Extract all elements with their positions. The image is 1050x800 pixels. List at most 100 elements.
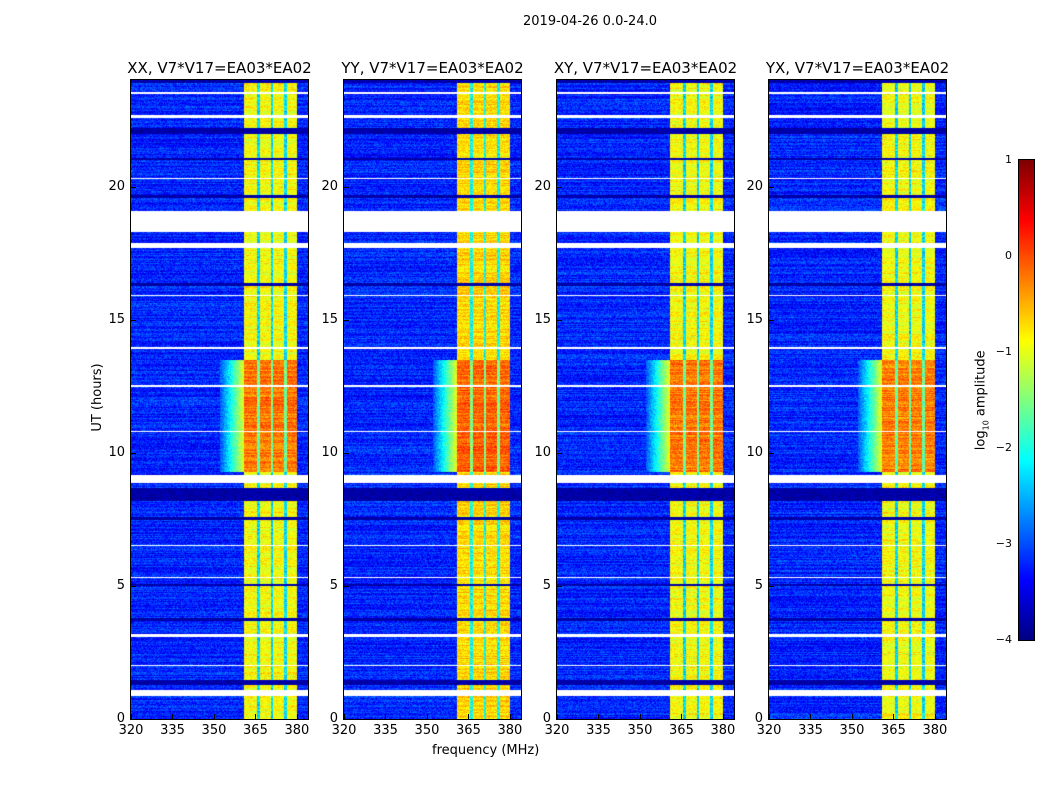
x-tick-mark xyxy=(213,714,215,719)
x-tick-mark xyxy=(131,714,132,719)
x-tick-label: 380 xyxy=(710,723,736,738)
colorbar-tick-label: −2 xyxy=(995,441,1012,454)
y-tick-label: 20 xyxy=(534,178,551,194)
panel-title: YX, V7*V17=EA03*EA02 xyxy=(765,59,950,77)
x-tick-mark xyxy=(681,714,683,719)
heatmap-panel-1 xyxy=(344,80,521,719)
x-tick-mark xyxy=(255,714,257,719)
y-tick-mark xyxy=(344,585,349,587)
heatmap-panel-3 xyxy=(769,80,946,719)
y-tick-mark xyxy=(557,452,562,454)
y-tick-label: 15 xyxy=(534,311,551,327)
x-tick-mark xyxy=(851,714,853,719)
y-tick-label: 0 xyxy=(754,711,763,726)
y-tick-label: 15 xyxy=(321,311,338,327)
x-tick-mark xyxy=(385,714,387,719)
x-tick-mark xyxy=(344,714,345,719)
figure-title: 2019-04-26 0.0-24.0 xyxy=(523,14,657,29)
y-tick-mark xyxy=(131,719,136,720)
x-tick-label: 380 xyxy=(284,723,310,738)
x-tick-label: 350 xyxy=(201,723,227,738)
y-axis-label: UT (hours) xyxy=(90,363,105,432)
y-tick-mark xyxy=(769,186,774,188)
y-tick-label: 5 xyxy=(116,577,125,593)
x-tick-mark xyxy=(893,714,895,719)
x-tick-label: 365 xyxy=(881,723,906,738)
x-tick-label: 320 xyxy=(544,723,570,738)
x-tick-mark xyxy=(557,714,558,719)
x-tick-mark xyxy=(426,714,428,719)
y-tick-mark xyxy=(131,452,136,454)
y-tick-mark xyxy=(557,585,562,587)
colorbar-frame xyxy=(1018,159,1035,641)
x-tick-mark xyxy=(934,714,936,719)
y-tick-label: 5 xyxy=(329,577,338,593)
y-tick-label: 10 xyxy=(108,444,125,460)
y-tick-label: 0 xyxy=(542,711,551,726)
x-tick-mark xyxy=(172,714,174,719)
panel-axes-frame xyxy=(343,79,522,720)
x-tick-label: 335 xyxy=(586,723,611,738)
y-tick-mark xyxy=(131,186,136,188)
x-tick-label: 365 xyxy=(243,723,268,738)
y-tick-label: 15 xyxy=(746,311,763,327)
x-tick-label: 320 xyxy=(756,723,782,738)
y-tick-mark xyxy=(344,186,349,188)
x-tick-label: 350 xyxy=(839,723,865,738)
x-tick-label: 335 xyxy=(373,723,398,738)
x-tick-label: 320 xyxy=(118,723,144,738)
heatmap-panel-2 xyxy=(557,80,734,719)
y-tick-label: 0 xyxy=(329,711,338,726)
x-tick-mark xyxy=(296,714,298,719)
x-tick-mark xyxy=(769,714,770,719)
colorbar-tick-label: −3 xyxy=(995,537,1012,550)
x-axis-label: frequency (MHz) xyxy=(432,743,540,758)
x-tick-mark xyxy=(509,714,511,719)
y-tick-mark xyxy=(344,452,349,454)
y-tick-mark xyxy=(131,585,136,587)
y-tick-mark xyxy=(769,585,774,587)
panel-axes-frame xyxy=(130,79,309,720)
y-tick-label: 5 xyxy=(542,577,551,593)
colorbar-tick-label: 1 xyxy=(1005,153,1012,166)
colorbar-label: log10 amplitude xyxy=(973,350,991,451)
y-tick-mark xyxy=(557,186,562,188)
y-tick-mark xyxy=(769,719,774,720)
colorbar-tick-label: 0 xyxy=(1005,249,1012,262)
panel-title: YY, V7*V17=EA03*EA02 xyxy=(341,59,524,77)
x-tick-label: 365 xyxy=(669,723,694,738)
y-tick-label: 20 xyxy=(108,178,125,194)
panel-axes-frame xyxy=(768,79,947,720)
y-tick-label: 20 xyxy=(746,178,763,194)
x-tick-label: 335 xyxy=(160,723,185,738)
x-tick-label: 350 xyxy=(627,723,653,738)
y-tick-label: 5 xyxy=(754,577,763,593)
colorbar xyxy=(1019,160,1034,640)
y-tick-mark xyxy=(557,719,562,720)
panel-title: XY, V7*V17=EA03*EA02 xyxy=(553,59,738,77)
x-tick-mark xyxy=(468,714,470,719)
colorbar-tick-label: −1 xyxy=(995,345,1012,358)
y-tick-label: 10 xyxy=(746,444,763,460)
x-tick-mark xyxy=(639,714,641,719)
x-tick-label: 380 xyxy=(922,723,948,738)
heatmap-panel-0 xyxy=(131,80,308,719)
x-tick-mark xyxy=(810,714,812,719)
panel-title: XX, V7*V17=EA03*EA02 xyxy=(127,59,312,77)
x-tick-label: 365 xyxy=(456,723,481,738)
x-tick-mark xyxy=(722,714,724,719)
y-tick-label: 10 xyxy=(534,444,551,460)
y-tick-label: 0 xyxy=(116,711,125,726)
panel-axes-frame xyxy=(556,79,735,720)
colorbar-tick-label: −4 xyxy=(995,633,1012,646)
y-tick-mark xyxy=(344,719,349,720)
x-tick-label: 380 xyxy=(497,723,523,738)
y-tick-mark xyxy=(344,319,349,321)
y-tick-mark xyxy=(557,319,562,321)
y-tick-mark xyxy=(131,319,136,321)
x-tick-label: 335 xyxy=(798,723,823,738)
x-tick-mark xyxy=(598,714,600,719)
y-tick-label: 10 xyxy=(321,444,338,460)
y-tick-label: 20 xyxy=(321,178,338,194)
